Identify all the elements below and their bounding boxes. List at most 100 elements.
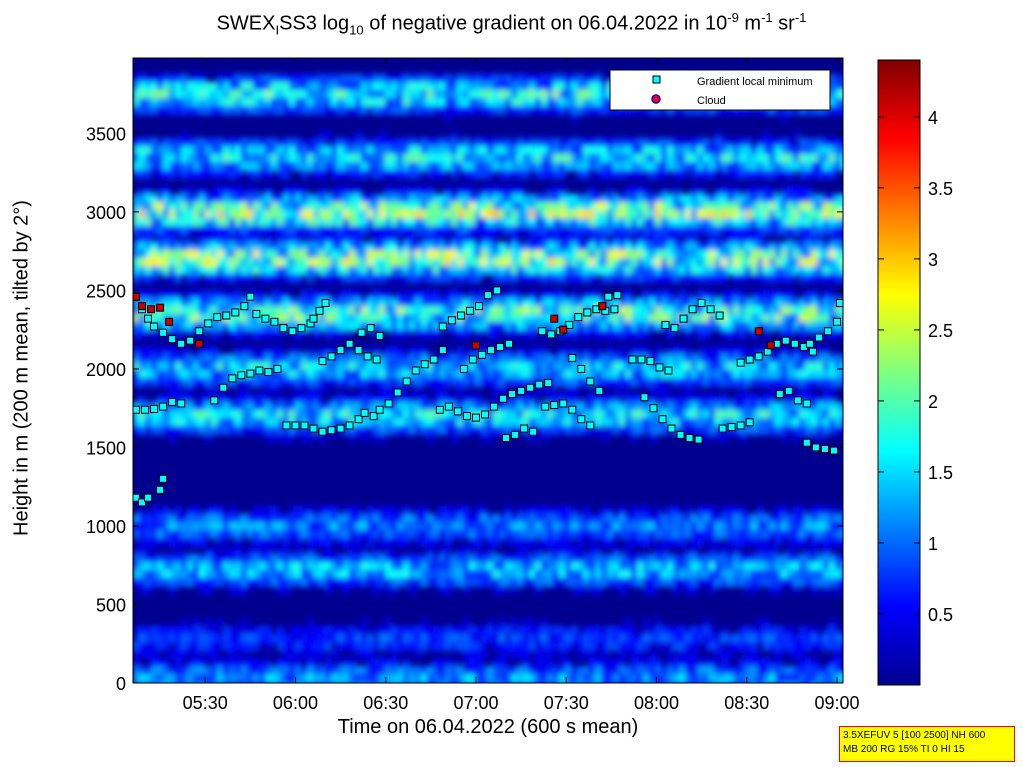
field-cell-3482 (139, 370, 146, 379)
field-cell-4449 (175, 514, 182, 523)
field-cell-1622 (247, 218, 254, 227)
field-cell-3761 (157, 394, 164, 403)
field-cell-1616 (211, 218, 218, 227)
field-cell-703 (739, 138, 746, 147)
field-cell-2885 (397, 314, 404, 323)
field-cell-1723 (139, 226, 146, 235)
field-cell-3772 (235, 394, 242, 403)
field-cell-4672 (799, 522, 806, 531)
field-cell-2698 (703, 298, 710, 307)
field-cell-4954 (211, 554, 218, 563)
field-cell-1379 (217, 202, 224, 211)
field-cell-2029 (733, 242, 740, 251)
field-cell-2714 (799, 298, 806, 307)
field-cell-4593 (325, 522, 332, 531)
field-cell-4807 (187, 538, 194, 547)
field-cell-1863 (307, 234, 314, 243)
field-cell-2274 (775, 258, 782, 267)
field-cell-624 (259, 138, 266, 147)
field-cell-3626 (289, 378, 296, 387)
field-cell-957 (133, 162, 140, 171)
field-cell-4918 (553, 546, 560, 555)
field-cell-847 (187, 154, 194, 163)
field-cell-1735 (211, 226, 218, 235)
field-cell-1131 (535, 170, 542, 179)
field-cell-4460 (241, 514, 248, 523)
field-cell-2147 (727, 250, 734, 259)
field-cell-2758 (349, 306, 356, 315)
field-cell-1958 (307, 242, 314, 251)
field-cell-33 (343, 74, 350, 83)
field-cell-4417 (619, 506, 626, 515)
field-cell-1999 (553, 242, 560, 251)
field-cell-697 (703, 138, 710, 147)
field-cell-788 (547, 146, 554, 155)
field-cell-1785 (511, 226, 518, 235)
field-cell-3996 (259, 410, 266, 419)
field-cell-3508 (295, 370, 302, 379)
field-cell-3954 (721, 402, 728, 411)
field-cell-2467 (553, 274, 560, 283)
field-cell-4960 (247, 554, 254, 563)
field-cell-3241 (817, 346, 824, 355)
field-cell-2487 (679, 274, 686, 283)
field-cell-4156 (505, 418, 512, 427)
field-cell-1073 (829, 162, 836, 171)
field-cell-530 (481, 106, 488, 115)
field-cell-2832 (793, 306, 800, 315)
field-cell-712 (805, 138, 812, 147)
field-cell-711 (799, 138, 806, 147)
field-cell-1048 (679, 162, 686, 171)
field-cell-1078 (145, 170, 152, 179)
field-cell-2616 (211, 298, 218, 307)
field-cell-3393 (319, 362, 326, 371)
field-cell-29 (319, 74, 326, 83)
field-cell-1497 (211, 210, 218, 219)
field-cell-2704 (739, 298, 746, 307)
field-cell-2024 (703, 242, 710, 251)
field-cell-626 (271, 138, 278, 147)
field-cell-2807 (643, 306, 650, 315)
field-cell-3441 (607, 362, 614, 371)
field-cell-4940 (823, 546, 830, 555)
field-cell-2280 (811, 258, 818, 267)
field-cell-3222 (679, 346, 686, 355)
field-cell-2926 (643, 314, 650, 323)
field-cell-4537 (703, 514, 710, 523)
field-cell-4619 (481, 522, 488, 531)
field-cell-865 (295, 154, 302, 163)
field-cell-2712 (787, 298, 794, 307)
field-cell-4541 (727, 514, 734, 523)
field-cell-2258 (679, 258, 686, 267)
field-cell-1588 (757, 210, 764, 219)
field-cell-3589 (781, 370, 788, 379)
field-cell-3402 (373, 362, 380, 371)
field-cell-3593 (805, 370, 812, 379)
field-cell-252 (241, 90, 248, 99)
field-cell-3362 (133, 362, 140, 371)
field-cell-513 (379, 106, 386, 115)
field-cell-850 (205, 154, 212, 163)
field-cell-4830 (397, 538, 404, 547)
field-cell-1011 (457, 162, 464, 171)
field-cell-4684 (157, 530, 164, 539)
field-cell-763 (397, 146, 404, 155)
field-cell-4850 (565, 538, 572, 547)
field-cell-1893 (553, 234, 560, 243)
field-cell-165 (433, 82, 440, 91)
field-cell-4740 (493, 530, 500, 539)
field-cell-4553 (799, 514, 806, 523)
field-cell-1933 (157, 242, 164, 251)
field-cell-1052 (703, 162, 710, 171)
field-cell-1085 (193, 170, 200, 179)
field-cell-4786 (769, 530, 776, 539)
field-cell-1829 (775, 226, 782, 235)
field-cell-2441 (385, 274, 392, 283)
field-cell-1211 (469, 186, 476, 195)
field-cell-975 (241, 162, 248, 171)
field-cell-1648 (403, 218, 410, 227)
field-cell-1305 (487, 194, 494, 203)
field-cell-2876 (343, 314, 350, 323)
field-cell-4328 (823, 426, 830, 435)
field-cell-4694 (217, 530, 224, 539)
